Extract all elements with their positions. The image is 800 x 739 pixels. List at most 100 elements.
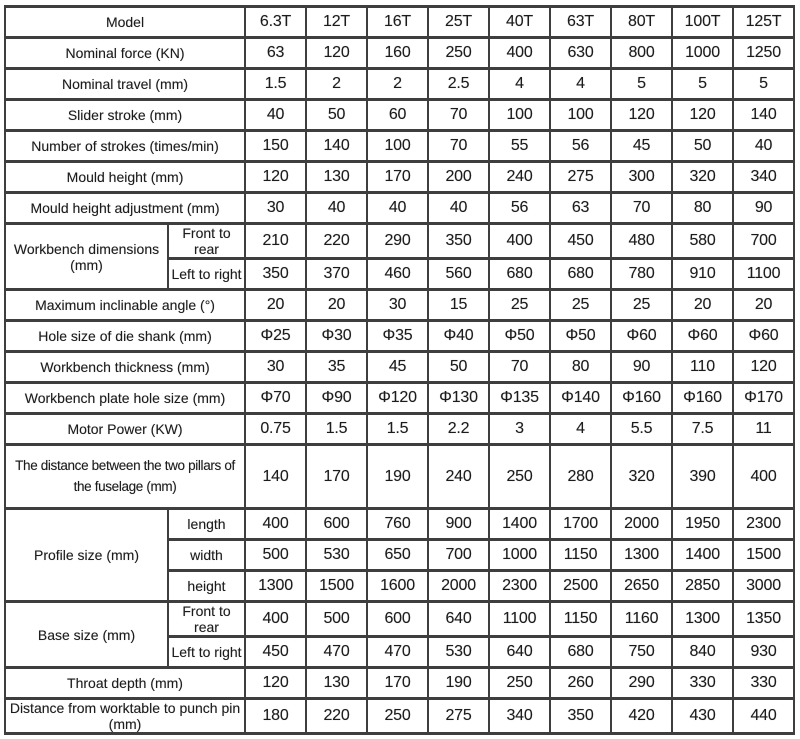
sub-row-label: Front to rear [166,222,247,260]
spec-value-cell: 30 [244,350,308,384]
spec-value-cell: 2 [305,67,369,101]
spec-value-cell: 630 [549,36,613,70]
row-label: Mould height adjustment (mm) [3,191,247,225]
spec-value-cell: 680 [549,635,613,669]
spec-value-cell: 40 [305,191,369,225]
spec-value-cell: 100 [549,98,613,132]
spec-value-cell: 680 [488,257,552,291]
spec-value-cell: 120 [671,98,735,132]
table-row-base-left-to-right: Left to right 450 470 470 530 640 680 75… [5,635,796,669]
model-header-cell: 12T [305,5,369,39]
spec-value-cell: 45 [366,350,430,384]
press-specification-table: Model 6.3T 12T 16T 25T 40T 63T 80T 100T … [3,5,796,735]
spec-value-cell: 110 [671,350,735,384]
spec-value-cell: 70 [427,98,491,132]
spec-value-cell: 220 [305,697,369,735]
spec-value-cell: 290 [366,222,430,260]
row-label: Throat depth (mm) [3,666,247,700]
spec-value-cell: 1150 [549,538,613,572]
spec-value-cell: 180 [244,697,308,735]
spec-value-cell: 63 [549,191,613,225]
spec-value-cell: 140 [732,98,796,132]
spec-value-cell: Φ160 [610,381,674,415]
table-row-slider-stroke: Slider stroke (mm) 40 50 60 70 100 100 1… [3,98,796,132]
table-row-strokes-per-min: Number of strokes (times/min) 150 140 10… [3,129,796,163]
spec-value-cell: 200 [427,160,491,194]
spec-value-cell: Φ35 [366,319,430,353]
spec-value-cell: 340 [732,160,796,194]
spec-value-cell: 400 [488,222,552,260]
spec-value-cell: 2300 [732,507,796,541]
spec-value-cell: 370 [305,257,369,291]
spec-value-cell: Φ90 [305,381,369,415]
spec-value-cell: 60 [366,98,430,132]
spec-value-cell: 0.75 [244,412,308,446]
spec-value-cell: 700 [427,538,491,572]
spec-value-cell: 440 [732,697,796,735]
spec-value-cell: 40 [732,129,796,163]
table-row-base-front-to-rear: Base size (mm) Front to rear 400 500 600… [4,600,796,669]
spec-value-cell: 2 [366,67,430,101]
spec-value-cell: 100 [366,129,430,163]
spec-value-cell: 450 [244,635,308,669]
spec-value-cell: 1950 [671,507,735,541]
spec-value-cell: 170 [366,666,430,700]
spec-value-cell: 4 [488,67,552,101]
spec-value-cell: 1300 [244,569,308,603]
spec-value-cell: 45 [610,129,674,163]
spec-value-cell: 63 [244,36,308,70]
spec-value-cell: 20 [305,288,369,322]
spec-value-cell: Φ40 [427,319,491,353]
spec-value-cell: 40 [366,191,430,225]
spec-value-cell: 600 [366,600,430,638]
table-row-nominal-travel: Nominal travel (mm) 1.5 2 2 2.5 4 4 5 5 … [3,67,796,101]
spec-value-cell: 560 [427,257,491,291]
sub-row-label: Front to rear [166,600,247,638]
spec-value-cell: 910 [671,257,735,291]
model-header-cell: 125T [732,5,796,39]
model-header-cell: 80T [610,5,674,39]
spec-value-cell: 320 [671,160,735,194]
spec-value-cell: 20 [732,288,796,322]
spec-value-cell: 580 [671,222,735,260]
table-row-max-inclinable-angle: Maximum inclinable angle (°) 20 20 30 15… [3,288,796,322]
spec-value-cell: 1500 [732,538,796,572]
spec-value-cell: 460 [366,257,430,291]
spec-value-cell: 30 [244,191,308,225]
spec-value-cell: 470 [366,635,430,669]
spec-value-cell: 320 [610,443,674,510]
table-row-throat-depth: Throat depth (mm) 120 130 170 190 250 26… [3,666,796,700]
row-label: Nominal travel (mm) [3,67,247,101]
spec-value-cell: Φ170 [732,381,796,415]
spec-value-cell: 70 [488,350,552,384]
spec-value-cell: 600 [305,507,369,541]
group-row-label: Profile size (mm) [4,507,169,603]
spec-value-cell: 390 [671,443,735,510]
spec-value-cell: 350 [427,222,491,260]
spec-value-cell: 5.5 [610,412,674,446]
spec-value-cell: 120 [732,350,796,384]
row-label: The distance between the two pillars of … [3,443,247,510]
table-row-profile-width: width 500 530 650 700 1000 1150 1300 140… [5,538,796,572]
spec-value-cell: 260 [549,666,613,700]
spec-value-cell: 470 [305,635,369,669]
spec-value-cell: 140 [305,129,369,163]
spec-value-cell: 160 [366,36,430,70]
model-header-cell: 100T [671,5,735,39]
spec-value-cell: 80 [671,191,735,225]
sub-row-label: Left to right [166,257,247,291]
spec-value-cell: 120 [244,666,308,700]
spec-value-cell: 1.5 [366,412,430,446]
spec-value-cell: 280 [549,443,613,510]
spec-value-cell: 1000 [488,538,552,572]
spec-value-cell: 500 [305,600,369,638]
spec-value-cell: 750 [610,635,674,669]
spec-value-cell: 120 [244,160,308,194]
spec-value-cell: 100 [488,98,552,132]
spec-value-cell: Φ130 [427,381,491,415]
spec-value-cell: 350 [244,257,308,291]
spec-value-cell: 240 [427,443,491,510]
spec-value-cell: 130 [305,160,369,194]
spec-value-cell: 2.2 [427,412,491,446]
row-label: Hole size of die shank (mm) [3,319,247,353]
